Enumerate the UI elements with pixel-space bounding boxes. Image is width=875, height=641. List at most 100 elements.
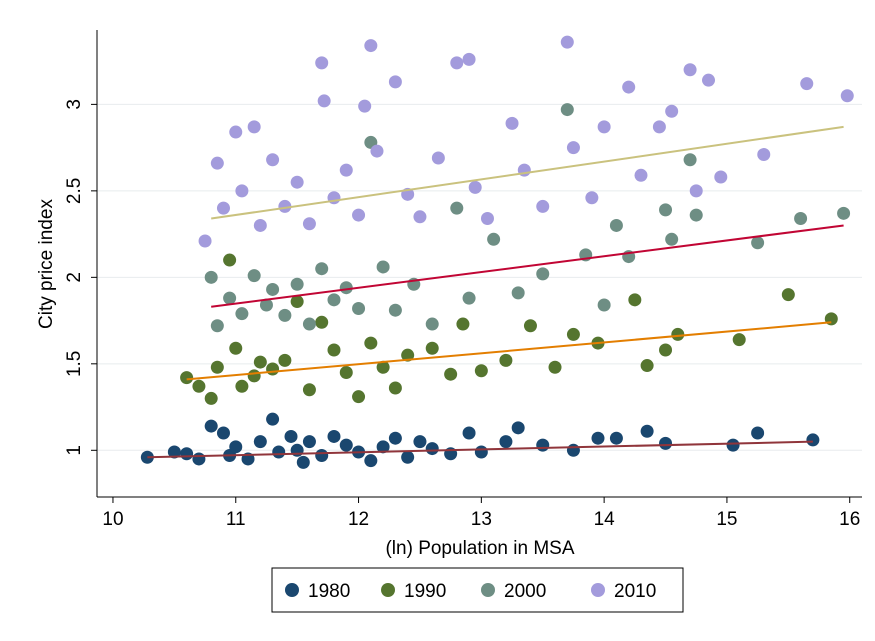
y-axis-label: City price index xyxy=(36,199,57,329)
fit-line xyxy=(147,440,813,459)
point xyxy=(259,298,273,312)
y-tick-label: 3 xyxy=(64,99,85,110)
point xyxy=(444,367,458,381)
point xyxy=(235,379,249,393)
point xyxy=(278,353,292,367)
point xyxy=(689,184,703,198)
y-tick-label: 2 xyxy=(64,272,85,283)
point xyxy=(652,120,666,134)
point xyxy=(536,267,550,281)
legend: 1980 1990 2000 2010 xyxy=(285,581,656,602)
point xyxy=(659,203,673,217)
point xyxy=(702,73,716,87)
point xyxy=(229,125,243,139)
point xyxy=(689,208,703,222)
point xyxy=(253,218,267,232)
point xyxy=(597,120,611,134)
point xyxy=(511,421,525,435)
point xyxy=(204,419,218,433)
point xyxy=(474,364,488,378)
point xyxy=(247,369,261,383)
point xyxy=(548,360,562,374)
point xyxy=(235,184,249,198)
point xyxy=(327,293,341,307)
point xyxy=(315,448,329,462)
x-tick-label: 16 xyxy=(839,509,860,530)
point xyxy=(401,450,415,464)
point xyxy=(480,212,494,226)
point xyxy=(659,436,673,450)
point xyxy=(376,360,390,374)
point xyxy=(223,291,237,305)
grid: 1 1.5 2 2.5 3 10 11 12 13 14 15 16 xyxy=(64,99,862,530)
y-tick-label: 1 xyxy=(64,445,85,456)
x-axis-label: (ln) Population in MSA xyxy=(385,538,574,559)
point xyxy=(266,153,280,167)
point xyxy=(536,438,550,452)
point xyxy=(487,232,501,246)
point xyxy=(462,52,476,66)
point xyxy=(566,327,580,341)
point xyxy=(388,303,402,317)
legend-label: 2000 xyxy=(504,581,546,602)
point xyxy=(290,277,304,291)
x-tick-label: 15 xyxy=(716,509,737,530)
point xyxy=(732,333,746,347)
point xyxy=(327,429,341,443)
point xyxy=(223,253,237,267)
point xyxy=(210,319,224,333)
point xyxy=(751,236,765,250)
point xyxy=(253,355,267,369)
point xyxy=(317,94,331,108)
point xyxy=(364,39,378,53)
legend-label: 2010 xyxy=(614,581,656,602)
point xyxy=(278,199,292,213)
legend-marker xyxy=(591,583,605,597)
point xyxy=(339,281,353,295)
point xyxy=(499,435,513,449)
point xyxy=(364,454,378,468)
point xyxy=(247,120,261,134)
point xyxy=(352,208,366,222)
point xyxy=(757,148,771,162)
point xyxy=(204,270,218,284)
x-tick-label: 10 xyxy=(102,509,123,530)
point xyxy=(302,317,316,331)
legend-box xyxy=(271,567,684,613)
point xyxy=(597,298,611,312)
point xyxy=(628,293,642,307)
point xyxy=(216,426,230,440)
y-tick-label: 2.5 xyxy=(64,178,85,204)
point xyxy=(450,201,464,215)
point xyxy=(192,452,206,466)
point xyxy=(840,89,854,103)
point xyxy=(315,262,329,276)
legend-label: 1980 xyxy=(308,581,350,602)
point xyxy=(474,445,488,459)
fit-line xyxy=(186,321,832,381)
point xyxy=(192,379,206,393)
point xyxy=(210,156,224,170)
y-tick-label: 1.5 xyxy=(64,351,85,377)
point xyxy=(339,365,353,379)
point xyxy=(511,286,525,300)
point xyxy=(315,315,329,329)
point xyxy=(290,295,304,309)
x-tick-label: 14 xyxy=(594,509,616,530)
legend-label: 1990 xyxy=(404,581,446,602)
point xyxy=(302,435,316,449)
point xyxy=(714,170,728,184)
point xyxy=(352,301,366,315)
point xyxy=(450,56,464,70)
point xyxy=(229,341,243,355)
point xyxy=(352,390,366,404)
point xyxy=(229,440,243,454)
point xyxy=(806,433,820,447)
point xyxy=(665,232,679,246)
point xyxy=(302,383,316,397)
point xyxy=(726,438,740,452)
point xyxy=(585,191,599,205)
point xyxy=(388,381,402,395)
point xyxy=(290,443,304,457)
